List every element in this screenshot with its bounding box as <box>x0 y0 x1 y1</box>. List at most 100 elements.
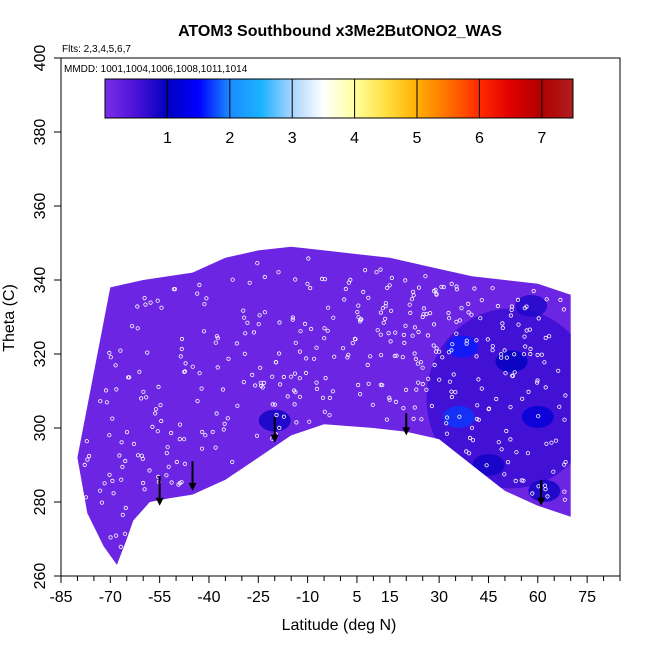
sample-point <box>306 256 311 261</box>
sample-point <box>403 278 408 283</box>
y-axis: 260 280 300 320 340 360 380 400 <box>32 45 61 589</box>
sample-point <box>562 462 567 467</box>
sample-point <box>426 376 431 381</box>
sample-point <box>281 414 286 419</box>
sample-point <box>409 297 414 302</box>
sample-point <box>156 384 161 389</box>
sample-point <box>235 403 240 408</box>
sample-point <box>551 469 556 474</box>
sample-point <box>126 375 131 380</box>
sample-point <box>122 531 128 536</box>
sample-point <box>135 326 140 331</box>
enhancement-blob <box>446 335 479 358</box>
sample-point <box>449 281 454 286</box>
sample-point <box>424 387 429 392</box>
sample-point <box>319 276 325 281</box>
sample-point <box>139 453 144 458</box>
sample-point <box>202 302 207 307</box>
sample-point <box>99 500 105 505</box>
sample-point <box>388 308 394 313</box>
sample-point <box>502 472 507 477</box>
sample-point <box>383 301 388 306</box>
y-tick-label: 300 <box>32 415 49 442</box>
sample-point <box>454 287 459 292</box>
sample-point <box>378 310 383 315</box>
sample-point <box>322 326 327 331</box>
sample-point <box>524 328 529 333</box>
sample-point <box>457 414 462 419</box>
sample-point <box>557 404 562 409</box>
x-tick-label: 75 <box>578 589 596 606</box>
enhancement-blob <box>442 405 475 428</box>
sample-point <box>509 304 514 309</box>
sample-point <box>512 352 517 357</box>
sample-point <box>262 274 267 280</box>
sample-point <box>179 480 184 485</box>
sample-point <box>290 317 295 322</box>
sample-point <box>562 417 567 422</box>
colorbar-tick-label: 7 <box>537 130 546 147</box>
sample-point <box>387 395 392 400</box>
sample-point <box>82 324 87 330</box>
colorbar-gradient <box>104 78 574 119</box>
sample-point <box>340 346 346 351</box>
sample-point <box>361 289 366 294</box>
sample-point <box>449 348 454 353</box>
sample-point <box>273 359 278 365</box>
sample-point <box>418 360 423 365</box>
sample-point <box>431 322 437 327</box>
sample-point <box>165 445 170 450</box>
sample-point <box>523 344 528 349</box>
sample-point <box>424 311 429 317</box>
x-axis: -85 -70 -55 -40 -25 -10 5 15 30 45 60 75 <box>49 576 621 606</box>
sample-point <box>490 348 495 353</box>
sample-point <box>516 322 521 327</box>
sample-point <box>378 267 383 272</box>
sample-point <box>519 478 524 483</box>
sample-point <box>419 417 424 422</box>
sample-point <box>203 433 208 438</box>
sample-point <box>464 341 469 346</box>
colorbar-tick-label: 6 <box>475 130 484 147</box>
sample-point <box>179 346 184 352</box>
sample-point <box>290 315 295 320</box>
sample-point <box>314 386 320 391</box>
sample-point <box>544 297 549 302</box>
colorbar-tick-label: 3 <box>288 130 297 147</box>
sample-point <box>346 280 351 285</box>
sample-point <box>454 331 459 336</box>
sample-point <box>474 338 479 343</box>
sample-point <box>385 285 390 290</box>
sample-point <box>342 297 347 302</box>
sample-point <box>291 388 297 393</box>
sample-point <box>384 417 389 422</box>
sample-point <box>378 332 383 337</box>
sample-point <box>416 285 421 290</box>
sample-point <box>215 336 220 341</box>
sample-point <box>542 360 547 365</box>
sample-point <box>459 305 464 311</box>
sample-point <box>562 497 568 502</box>
sample-point <box>521 478 526 483</box>
sample-point <box>294 420 299 425</box>
sample-point <box>498 352 504 357</box>
sample-point <box>474 416 479 422</box>
sample-point <box>486 406 492 411</box>
sample-point <box>257 313 262 318</box>
sample-point <box>95 329 100 334</box>
sample-point <box>414 387 419 392</box>
enhancement-blob <box>521 405 554 428</box>
sample-point <box>420 381 425 387</box>
sample-point <box>388 339 393 344</box>
x-tick-label: -25 <box>247 589 270 606</box>
sample-point <box>420 365 425 370</box>
sample-point <box>274 412 279 418</box>
x-tick-label: -70 <box>99 589 122 606</box>
sample-point <box>447 379 453 384</box>
sample-point <box>393 399 398 404</box>
sample-point <box>513 478 518 483</box>
sample-point <box>155 429 160 434</box>
sample-point <box>431 343 436 348</box>
sample-point <box>195 291 200 296</box>
sample-point <box>466 310 471 315</box>
